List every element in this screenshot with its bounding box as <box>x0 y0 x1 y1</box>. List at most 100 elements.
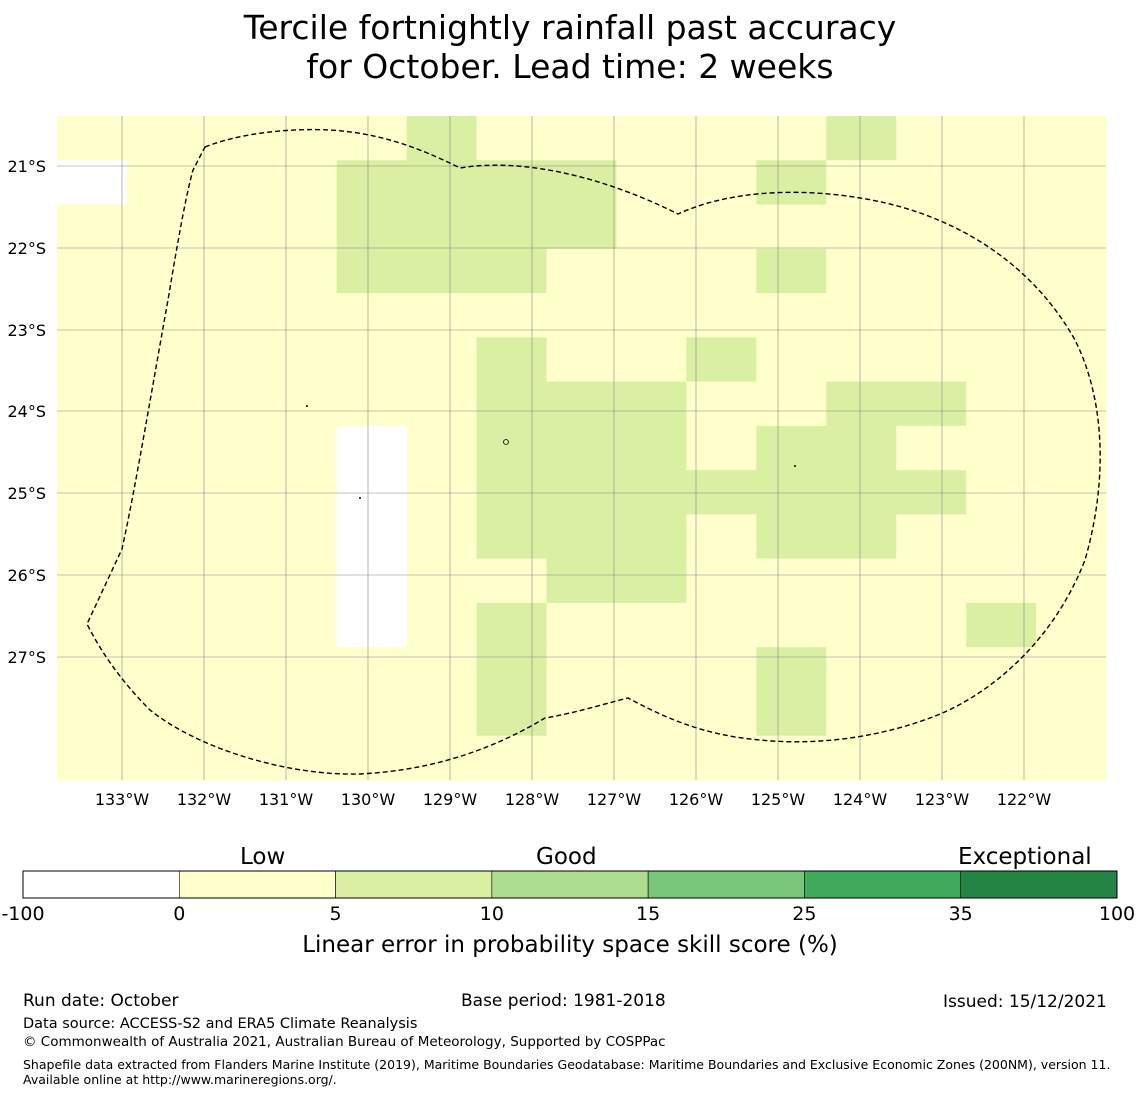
grid-cell <box>966 735 1037 781</box>
grid-cell <box>196 470 268 515</box>
grid-cell <box>57 293 128 338</box>
grid-cell <box>406 514 478 560</box>
grid-cell <box>546 647 618 693</box>
grid-cell <box>57 337 128 383</box>
grid-cell <box>57 602 128 648</box>
run-date: Run date: October <box>23 991 179 1011</box>
grid-cell <box>336 248 408 294</box>
base-period: Base period: 1981-2018 <box>461 991 666 1011</box>
island-mark <box>794 465 796 467</box>
issued-date: Issued: 15/12/2021 <box>943 992 1107 1012</box>
grid-cell <box>57 381 128 427</box>
grid-cell <box>896 558 967 604</box>
grid-cell <box>686 691 757 737</box>
grid-cell <box>196 160 268 206</box>
grid-cell <box>966 293 1037 338</box>
grid-cell <box>196 558 268 604</box>
grid-cell <box>476 204 548 250</box>
grid-cell <box>826 116 897 161</box>
longitude-label: 123°W <box>915 790 970 809</box>
island-mark <box>503 439 509 445</box>
grid-cell <box>126 425 198 471</box>
colorbar-category-good: Good <box>536 844 597 870</box>
grid-cell <box>966 470 1037 515</box>
grid-cell <box>826 558 897 604</box>
grid-cell <box>896 204 967 250</box>
longitude-label: 129°W <box>423 790 478 809</box>
grid-cell <box>336 514 408 560</box>
grid-cell <box>406 647 478 693</box>
colorbar-tick-label: 35 <box>948 903 973 925</box>
colorbar <box>22 870 1118 899</box>
colorbar-tick-label: 100 <box>1098 903 1136 925</box>
grid-cell <box>1036 381 1107 427</box>
grid-cell <box>266 293 338 338</box>
grid-cell <box>126 204 198 250</box>
map-title-line-2: for October. Lead time: 2 weeks <box>306 47 834 86</box>
grid-cell <box>966 558 1037 604</box>
grid-cell <box>756 337 827 383</box>
copyright: © Commonwealth of Australia 2021, Austra… <box>23 1034 666 1050</box>
latitude-label: 24°S <box>7 402 46 421</box>
grid-cell <box>57 116 128 161</box>
grid-cell <box>336 337 408 383</box>
grid-cell <box>1036 116 1107 161</box>
grid-cell <box>126 337 198 383</box>
grid-cell <box>756 470 827 515</box>
latitude-label: 21°S <box>7 157 46 176</box>
grid-cell <box>616 470 687 515</box>
colorbar-category-exceptional: Exceptional <box>958 844 1092 870</box>
grid-cell <box>616 204 687 250</box>
grid-cell <box>336 293 408 338</box>
grid-cell <box>616 735 687 781</box>
grid-cell <box>126 293 198 338</box>
grid-cell <box>57 160 128 206</box>
grid-cell <box>476 160 548 206</box>
grid-cell <box>966 248 1037 294</box>
grid-cell <box>616 293 687 338</box>
grid-cell <box>57 204 128 250</box>
grid-cell <box>196 647 268 693</box>
grid-cell <box>476 470 548 515</box>
colorbar-swatch <box>335 870 493 899</box>
grid-cell <box>126 116 198 161</box>
grid-cell <box>406 425 478 471</box>
grid-cell <box>126 514 198 560</box>
colorbar-category-low: Low <box>240 844 286 870</box>
grid-cell <box>966 381 1037 427</box>
grid-cell <box>686 381 757 427</box>
data-source: Data source: ACCESS-S2 and ERA5 Climate … <box>23 1016 418 1032</box>
colorbar-label: Linear error in probability space skill … <box>302 932 838 958</box>
grid-cell <box>546 337 618 383</box>
colorbar-tick-label: 10 <box>479 903 504 925</box>
grid-cell <box>126 602 198 648</box>
grid-cell <box>57 647 128 693</box>
grid-cell <box>686 160 757 206</box>
latitude-label: 27°S <box>7 648 46 667</box>
grid-cell <box>686 602 757 648</box>
grid-cell <box>826 293 897 338</box>
grid-cell <box>266 647 338 693</box>
grid-cell <box>57 558 128 604</box>
grid-cell <box>546 160 618 206</box>
grid-cell <box>546 558 618 604</box>
grid-cell <box>1036 248 1107 294</box>
grid-cell <box>966 160 1037 206</box>
grid-cell <box>406 160 478 206</box>
grid-cell <box>546 691 618 737</box>
eez-boundary <box>86 128 1101 775</box>
grid-cell <box>266 337 338 383</box>
grid-cell <box>406 602 478 648</box>
grid-cell <box>826 514 897 560</box>
grid-cell <box>336 691 408 737</box>
latitude-label: 23°S <box>7 321 46 340</box>
shapefile-credit: Shapefile data extracted from Flanders M… <box>23 1057 1111 1087</box>
grid-cell <box>336 470 408 515</box>
grid-cell <box>546 425 618 471</box>
grid-cell <box>336 381 408 427</box>
grid-cell <box>826 647 897 693</box>
grid-cell <box>756 602 827 648</box>
grid-cell <box>756 514 827 560</box>
grid-cell <box>546 248 618 294</box>
grid-cell <box>826 381 897 427</box>
